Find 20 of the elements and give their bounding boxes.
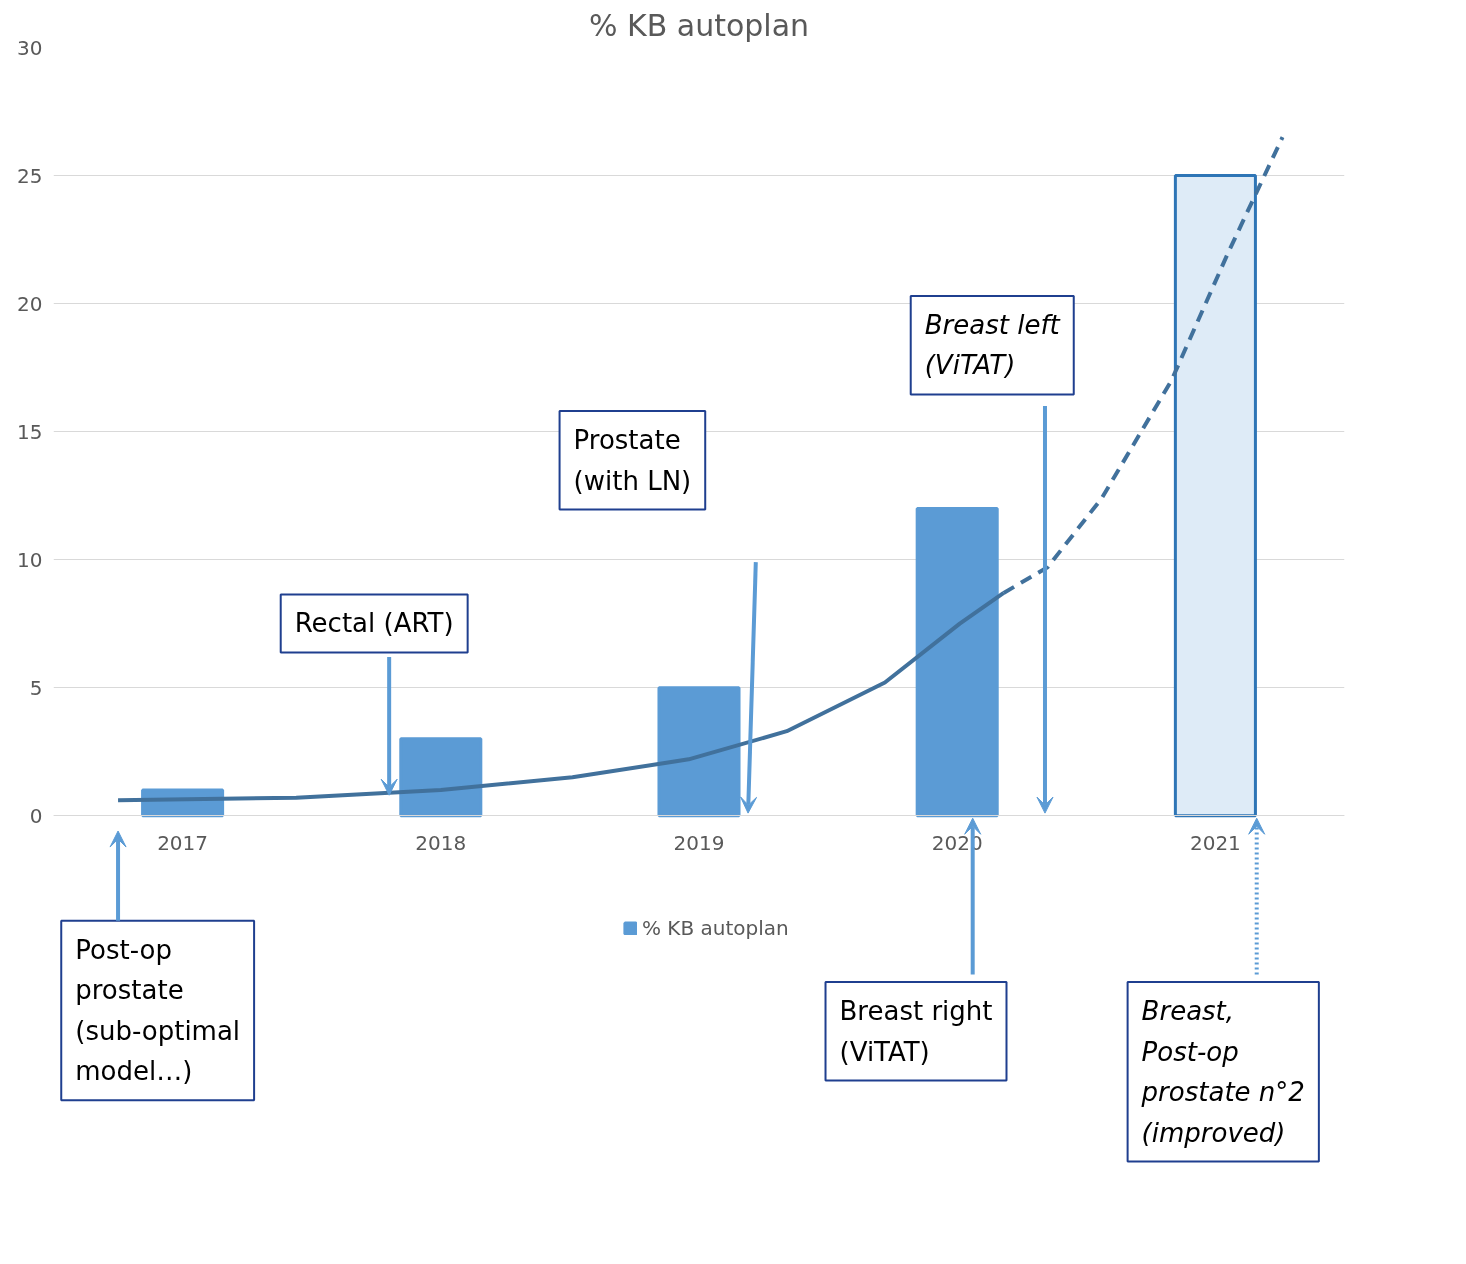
x-tick-label: 2018 [415, 830, 467, 855]
y-tick-label: 0 [29, 803, 43, 828]
text: Post-op prostate (sub-optimal model…) [75, 934, 241, 1087]
annotation: Breast left (ViTAT) [924, 309, 1061, 381]
annotation: Rectal (ART) [294, 608, 454, 639]
x-tick-label: 2021 [1189, 830, 1241, 855]
y-tick-label: 15 [17, 419, 43, 444]
x-tick-label: 2019 [673, 830, 725, 855]
annotation: Prostate (with LN) [573, 425, 692, 496]
text: Breast right (ViTAT) [839, 996, 993, 1067]
legend-label: % KB autoplan [642, 916, 789, 940]
y-tick-label: 5 [29, 675, 43, 700]
bar [1173, 174, 1257, 818]
x-tick-label: 2017 [157, 830, 209, 855]
y-tick-label: 20 [17, 291, 43, 316]
y-tick-label: 10 [17, 547, 43, 572]
text: Breast, Post-op prostate n°2 (improved) [1140, 996, 1305, 1148]
y-tick-label: 30 [17, 35, 43, 60]
chart-title: % KB autoplan [588, 7, 810, 43]
y-tick-label: 25 [17, 163, 43, 188]
